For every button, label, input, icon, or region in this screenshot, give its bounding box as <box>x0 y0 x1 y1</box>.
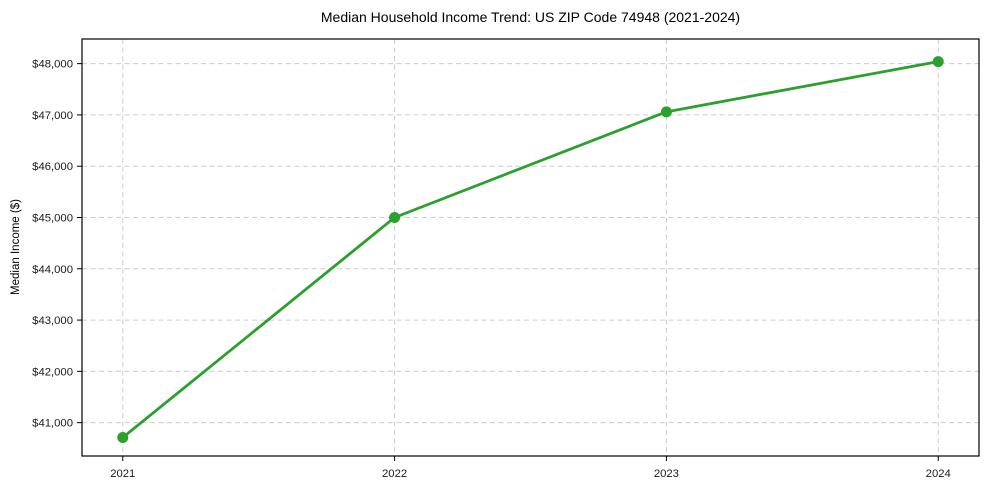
x-tick-label: 2024 <box>926 468 951 480</box>
chart-title: Median Household Income Trend: US ZIP Co… <box>320 9 741 25</box>
y-tick-label: $47,000 <box>32 110 73 122</box>
data-point-marker <box>932 56 944 68</box>
y-tick-label: $43,000 <box>32 315 73 327</box>
y-tick-label: $48,000 <box>32 59 73 71</box>
y-tick-label: $45,000 <box>32 212 73 224</box>
y-tick-label: $42,000 <box>32 366 73 378</box>
y-tick-label: $44,000 <box>32 264 73 276</box>
x-tick-label: 2021 <box>110 468 135 480</box>
data-point-marker <box>660 106 672 118</box>
x-tick-label: 2022 <box>382 468 407 480</box>
income-trend-line <box>121 60 940 439</box>
x-tick-label: 2023 <box>654 468 679 480</box>
y-tick-label: $41,000 <box>32 418 73 430</box>
y-tick-label: $46,000 <box>32 161 73 173</box>
data-point-marker <box>117 432 129 444</box>
plot-frame <box>81 38 980 457</box>
data-point-marker <box>389 211 401 223</box>
